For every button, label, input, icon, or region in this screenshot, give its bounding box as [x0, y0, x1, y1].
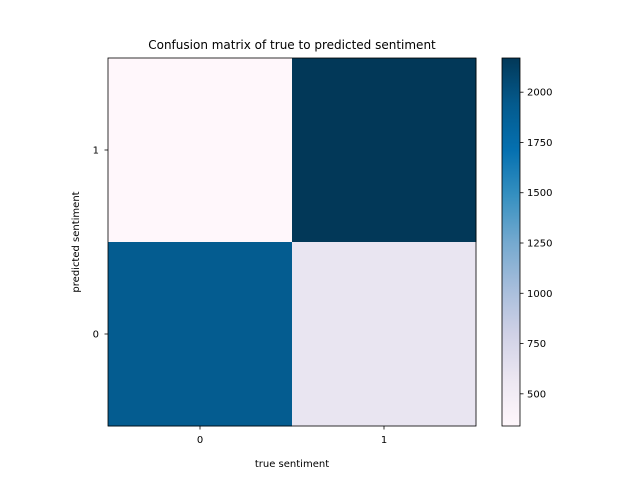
plot-frame — [107, 57, 477, 427]
heatmap-cells — [108, 58, 477, 427]
y-axis-label: predicted sentiment — [71, 191, 82, 292]
y-axis-ticks: 01 — [93, 146, 108, 341]
heatmap-cell — [292, 58, 477, 243]
colorbar-tick-label: 1500 — [527, 188, 552, 199]
colorbar-tick-label: 1000 — [527, 289, 552, 300]
heatmap-cell — [292, 242, 477, 427]
x-tick-label: 0 — [197, 435, 203, 446]
colorbar-tick-label: 1750 — [527, 138, 552, 149]
colorbar-ticks: 500 750 1000 1250 1500 1750 2000 — [520, 88, 552, 400]
y-tick-label: 1 — [93, 146, 99, 157]
x-tick-label: 1 — [381, 435, 387, 446]
colorbar — [501, 57, 521, 427]
heatmap-cell — [108, 58, 293, 243]
y-tick-label: 0 — [93, 330, 99, 341]
x-axis-label: true sentiment — [255, 459, 329, 470]
chart-title: Confusion matrix of true to predicted se… — [148, 38, 436, 52]
colorbar-tick-label: 2000 — [527, 88, 552, 99]
colorbar-tick-label: 750 — [527, 339, 546, 350]
heatmap-cell — [108, 242, 293, 427]
colorbar-tick-label: 1250 — [527, 239, 552, 250]
colorbar-tick-label: 500 — [527, 389, 546, 400]
